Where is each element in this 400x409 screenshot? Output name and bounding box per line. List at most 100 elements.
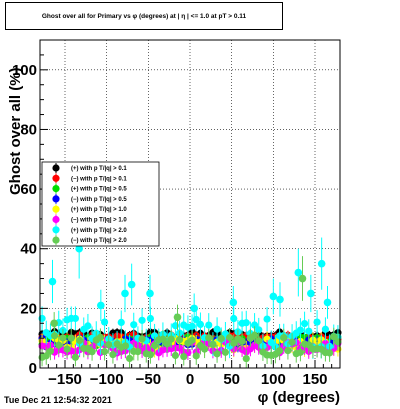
data-point: [121, 336, 130, 355]
marker: [205, 321, 213, 329]
data-point: [171, 346, 180, 365]
legend-marker: [52, 195, 60, 203]
marker: [100, 347, 109, 356]
outlier-point: [127, 263, 136, 306]
marker: [307, 289, 315, 298]
marker: [242, 319, 250, 327]
y-tick-label: 60: [20, 181, 37, 198]
data-point: [84, 313, 92, 338]
legend: (+) with p T/|q| > 0.1 (−) with p T/|q| >…: [41, 161, 160, 247]
data-point: [55, 336, 63, 355]
data-point: [188, 331, 196, 350]
data-point: [313, 310, 321, 334]
outlier-point: [298, 256, 307, 301]
marker: [250, 331, 259, 339]
marker: [321, 325, 330, 333]
marker: [42, 352, 50, 360]
data-point: [100, 310, 109, 334]
marker: [190, 304, 198, 313]
marker: [217, 334, 225, 343]
data-point: [213, 317, 221, 342]
data-point: [167, 330, 175, 348]
marker: [84, 322, 92, 330]
outlier-point: [229, 286, 238, 319]
marker: [180, 352, 188, 361]
marker: [109, 351, 117, 359]
marker: [196, 320, 205, 329]
data-point: [130, 312, 138, 337]
y-tick-label: 0: [29, 360, 37, 377]
x-tick-label: −150: [48, 371, 82, 388]
marker: [138, 335, 146, 343]
x-axis-title: φ (degrees): [258, 389, 340, 406]
legend-entry: (+) with p T/|q| > 0.1: [71, 166, 127, 172]
x-tick-label: 50: [223, 371, 240, 388]
marker: [250, 321, 259, 329]
data-point: [196, 312, 205, 337]
data-point: [71, 348, 80, 367]
data-point: [242, 349, 250, 368]
legend-box: [41, 161, 160, 247]
marker: [125, 354, 134, 363]
marker: [296, 348, 305, 356]
marker: [121, 289, 129, 298]
outlier-point: [276, 282, 284, 317]
marker: [288, 338, 296, 346]
legend-entry: (+) with p T/|q| > 1.0: [71, 207, 127, 213]
marker: [188, 322, 196, 330]
marker: [238, 337, 246, 345]
marker: [159, 335, 167, 343]
marker: [276, 295, 284, 304]
marker: [263, 315, 271, 323]
marker: [171, 351, 180, 360]
marker: [269, 292, 278, 301]
marker: [296, 326, 305, 334]
marker: [173, 313, 182, 322]
x-tick-label: −50: [136, 371, 161, 388]
marker: [117, 318, 125, 326]
marker: [175, 336, 184, 344]
outlier-point: [190, 293, 198, 324]
data-point: [325, 343, 334, 362]
marker: [267, 338, 275, 347]
marker: [55, 341, 63, 349]
outlier-point: [294, 248, 303, 297]
data-point: [200, 340, 209, 359]
marker: [146, 314, 155, 323]
data-point: [250, 326, 259, 345]
x-tick-label: 100: [261, 371, 286, 388]
marker: [192, 352, 200, 360]
data-point: [75, 331, 84, 350]
data-point: [63, 340, 71, 359]
outlier-point: [269, 278, 278, 315]
data-point: [221, 343, 230, 362]
marker: [313, 318, 321, 326]
marker: [205, 334, 213, 342]
marker: [59, 334, 67, 342]
outlier-point: [121, 274, 129, 313]
legend-entry: (+) with p T/|q| > 2.0: [71, 228, 127, 234]
legend-entry: (−) with p T/|q| > 2.0: [71, 238, 127, 244]
legend-marker: [52, 226, 60, 234]
data-point: [88, 342, 96, 361]
data-point: [321, 317, 330, 342]
marker: [134, 347, 142, 356]
data-point: [175, 330, 184, 349]
legend-marker: [52, 185, 60, 193]
marker: [46, 347, 55, 355]
marker: [255, 337, 263, 345]
marker: [225, 333, 234, 342]
data-point: [134, 342, 142, 361]
x-tick-label: −100: [90, 371, 124, 388]
outlier-point: [50, 312, 58, 335]
marker: [280, 334, 288, 342]
x-tick-label: 0: [186, 371, 194, 388]
data-point: [300, 311, 309, 336]
data-point: [275, 341, 284, 360]
y-axis-title: Ghost over all (%): [7, 67, 24, 195]
outlier-point: [97, 289, 105, 322]
data-point: [125, 349, 134, 368]
data-point: [146, 345, 155, 364]
outlier-point: [173, 304, 182, 330]
